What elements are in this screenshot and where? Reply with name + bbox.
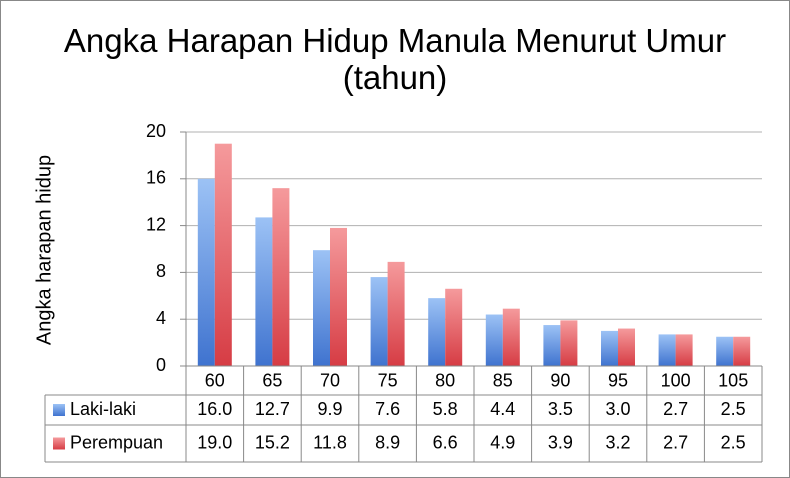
- y-tick-label: 20: [146, 121, 166, 141]
- table-value: 4.4: [490, 399, 515, 419]
- table-value: 3.0: [605, 399, 630, 419]
- table-value: 2.7: [663, 432, 688, 452]
- table-value: 7.6: [375, 399, 400, 419]
- bar: [618, 328, 635, 366]
- legend-swatch: [53, 404, 65, 416]
- x-tick-label: 95: [608, 370, 628, 390]
- y-tick-label: 12: [146, 214, 166, 234]
- bar: [330, 227, 347, 366]
- bar: [485, 314, 503, 366]
- table-value: 8.9: [375, 432, 400, 452]
- table-value: 11.8: [313, 432, 347, 452]
- bar: [601, 330, 618, 366]
- table-value: 19.0: [197, 432, 232, 452]
- legend-swatch: [53, 437, 65, 450]
- x-tick-label: 105: [718, 370, 748, 390]
- bar: [428, 298, 446, 366]
- bar: [370, 277, 388, 366]
- bar: [675, 334, 693, 366]
- bar: [272, 188, 290, 366]
- legend-label: Perempuan: [70, 432, 163, 452]
- chart-title: Angka Harapan Hidup Manula Menurut Umur …: [63, 22, 727, 96]
- table-value: 3.2: [605, 432, 630, 452]
- table-value: 2.7: [663, 399, 688, 419]
- bar: [255, 217, 273, 366]
- bar: [197, 178, 215, 366]
- table-value: 6.6: [433, 432, 458, 452]
- bar: [445, 288, 463, 366]
- x-tick-label: 90: [550, 370, 570, 390]
- bar: [560, 320, 578, 366]
- table-value: 5.8: [433, 399, 458, 419]
- bar: [658, 334, 676, 366]
- table-value: 4.9: [490, 432, 515, 452]
- y-tick-label: 8: [156, 261, 166, 281]
- x-tick-label: 70: [320, 370, 340, 390]
- y-tick-label: 4: [156, 308, 166, 328]
- table-value: 12.7: [255, 399, 290, 419]
- table-value: 2.5: [721, 432, 746, 452]
- x-tick-label: 80: [435, 370, 455, 390]
- y-axis-label: Angka harapan hidup: [33, 155, 55, 345]
- table-value: 15.2: [255, 432, 290, 452]
- bar: [543, 325, 561, 366]
- table-value: 3.5: [548, 399, 573, 419]
- bar: [502, 308, 520, 366]
- bar: [733, 336, 751, 366]
- y-tick-label: 16: [146, 168, 166, 188]
- bar: [716, 336, 734, 366]
- table-value: 2.5: [721, 399, 746, 419]
- legend-label: Laki-laki: [70, 399, 136, 419]
- table-value: 16.0: [197, 399, 232, 419]
- table-value: 3.9: [548, 432, 573, 452]
- x-tick-label: 85: [493, 370, 513, 390]
- x-tick-label: 60: [205, 370, 225, 390]
- bar: [387, 261, 405, 366]
- bar: [313, 250, 330, 366]
- x-tick-label: 100: [661, 370, 691, 390]
- table-value: 9.9: [317, 399, 342, 419]
- x-tick-label: 65: [262, 370, 282, 390]
- x-tick-label: 75: [378, 370, 398, 390]
- y-tick-label: 0: [156, 355, 166, 375]
- bar: [214, 143, 232, 366]
